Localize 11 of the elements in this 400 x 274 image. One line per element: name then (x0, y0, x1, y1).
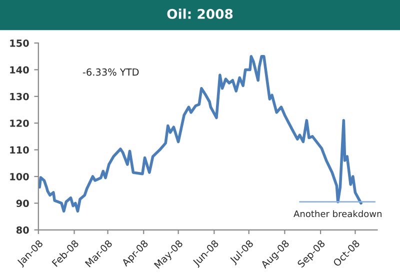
y-tick-label: 90 (16, 200, 29, 208)
y-tick-label: 80 (16, 226, 29, 234)
y-tick-label: 100 (10, 172, 29, 180)
y-tick-label: 150 (10, 39, 29, 47)
y-tick-label: 140 (10, 66, 29, 74)
y-tick-label: 120 (10, 120, 29, 127)
annotation: Another breakdown (294, 210, 382, 218)
y-tick-label: 110 (10, 146, 29, 154)
chart-title: Oil: 2008 (167, 8, 233, 19)
y-tick-label: 130 (10, 92, 29, 100)
annotation: -6.33% YTD (82, 68, 139, 76)
